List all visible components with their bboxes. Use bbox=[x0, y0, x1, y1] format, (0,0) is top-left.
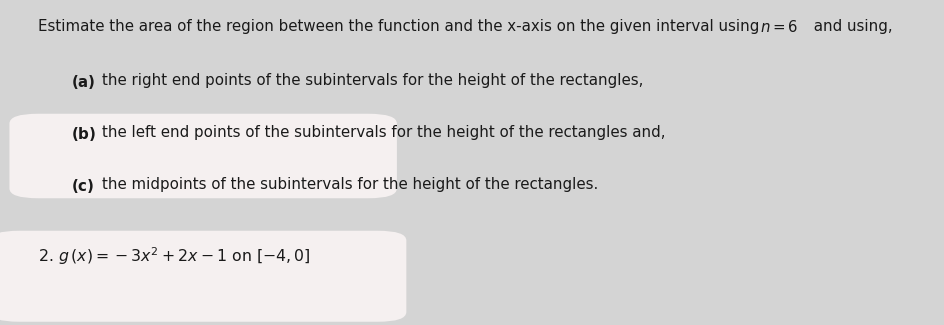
Text: and using,: and using, bbox=[808, 20, 891, 34]
Text: the right end points of the subintervals for the height of the rectangles,: the right end points of the subintervals… bbox=[102, 73, 643, 88]
Text: $\bf{(b)}$: $\bf{(b)}$ bbox=[71, 125, 96, 143]
Text: $n = 6$: $n = 6$ bbox=[759, 20, 798, 35]
Text: the midpoints of the subintervals for the height of the rectangles.: the midpoints of the subintervals for th… bbox=[102, 177, 598, 192]
Text: Estimate the area of the region between the function and the x-axis on the given: Estimate the area of the region between … bbox=[38, 20, 763, 34]
Text: 2. $g\,(x) = -3x^2 + 2x - 1$ on $[-4, 0]$: 2. $g\,(x) = -3x^2 + 2x - 1$ on $[-4, 0]… bbox=[38, 245, 310, 267]
Text: $\bf{(a)}$: $\bf{(a)}$ bbox=[71, 73, 95, 91]
Text: $\bf{(c)}$: $\bf{(c)}$ bbox=[71, 177, 94, 195]
FancyBboxPatch shape bbox=[0, 231, 406, 322]
Text: the left end points of the subintervals for the height of the rectangles and,: the left end points of the subintervals … bbox=[102, 125, 665, 140]
FancyBboxPatch shape bbox=[9, 114, 396, 198]
